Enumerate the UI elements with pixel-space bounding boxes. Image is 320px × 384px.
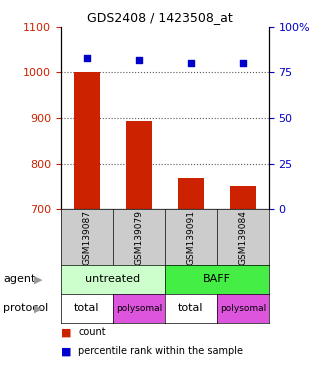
Text: GSM139084: GSM139084 [238, 210, 247, 265]
Text: polysomal: polysomal [220, 304, 266, 313]
Text: GDS2408 / 1423508_at: GDS2408 / 1423508_at [87, 12, 233, 25]
Text: GSM139079: GSM139079 [134, 210, 143, 265]
Point [84, 55, 89, 61]
Text: percentile rank within the sample: percentile rank within the sample [78, 346, 244, 356]
Point [136, 56, 141, 63]
Point [240, 60, 245, 66]
Bar [178, 178, 204, 209]
Text: count: count [78, 327, 106, 337]
Text: ▶: ▶ [34, 274, 43, 285]
Text: BAFF: BAFF [203, 274, 231, 285]
Text: GSM139087: GSM139087 [82, 210, 91, 265]
Text: total: total [178, 303, 204, 313]
Bar [126, 121, 152, 209]
Point [188, 60, 193, 66]
Text: ■: ■ [61, 327, 71, 337]
Text: protocol: protocol [3, 303, 48, 313]
Text: agent: agent [3, 274, 36, 285]
Text: GSM139091: GSM139091 [186, 210, 195, 265]
Text: polysomal: polysomal [116, 304, 162, 313]
Text: untreated: untreated [85, 274, 140, 285]
Bar [74, 73, 100, 209]
Text: ▶: ▶ [34, 303, 43, 313]
Text: total: total [74, 303, 100, 313]
Bar [230, 187, 256, 209]
Text: ■: ■ [61, 346, 71, 356]
